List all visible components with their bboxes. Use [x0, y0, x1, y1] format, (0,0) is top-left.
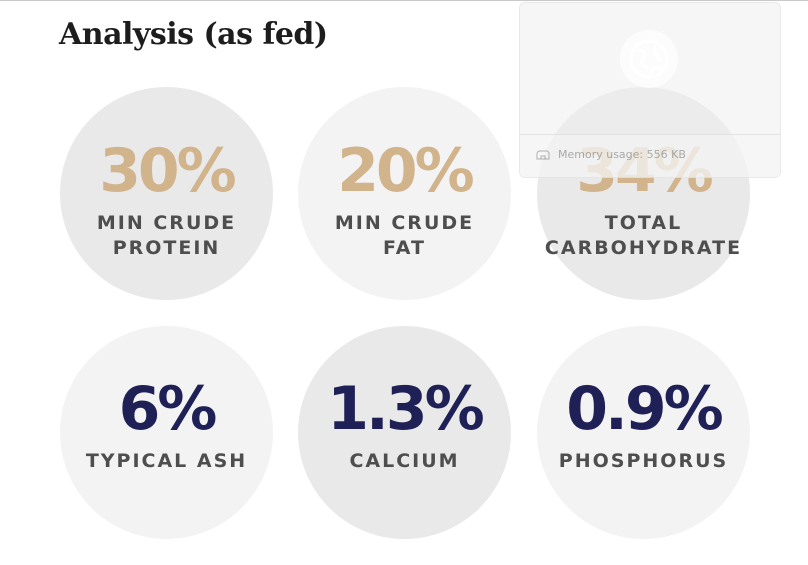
stat-label: MIN CRUDE FAT	[298, 211, 511, 261]
stat-label-line: PROTEIN	[112, 237, 221, 259]
top-border	[0, 0, 808, 1]
stat-value: 6%	[118, 374, 218, 444]
stat-label: MIN CRUDE PROTEIN	[60, 211, 273, 261]
stat-label-line: FAT	[383, 237, 426, 259]
stat-circle-ash: 6% TYPICAL ASH	[60, 326, 273, 539]
page-title: Analysis (as fed)	[59, 17, 328, 52]
stat-label-line: MIN CRUDE	[334, 212, 475, 234]
stat-label-line: CARBOHYDRATE	[544, 237, 743, 259]
stat-value: 0.9%	[566, 374, 723, 444]
stat-label: TYPICAL ASH	[85, 450, 248, 472]
stat-circle-protein: 30% MIN CRUDE PROTEIN	[60, 87, 273, 300]
globe-icon	[620, 30, 678, 88]
stat-circle-phosphorus: 0.9% PHOSPHORUS	[537, 326, 750, 539]
stat-circle-fat: 20% MIN CRUDE FAT	[298, 87, 511, 300]
stat-label-line: MIN CRUDE	[96, 212, 237, 234]
stat-value: 30%	[99, 136, 237, 206]
stat-label: TOTAL CARBOHYDRATE	[537, 211, 750, 261]
stat-value: 34%	[576, 136, 714, 206]
stat-label-line: TOTAL	[604, 212, 683, 234]
stat-label: CALCIUM	[349, 450, 460, 472]
stat-circle-carbohydrate: 34% TOTAL CARBOHYDRATE	[537, 87, 750, 300]
stat-value: 20%	[337, 136, 475, 206]
stat-value: 1.3%	[327, 374, 484, 444]
stat-circle-calcium: 1.3% CALCIUM	[298, 326, 511, 539]
stat-label: PHOSPHORUS	[558, 450, 729, 472]
